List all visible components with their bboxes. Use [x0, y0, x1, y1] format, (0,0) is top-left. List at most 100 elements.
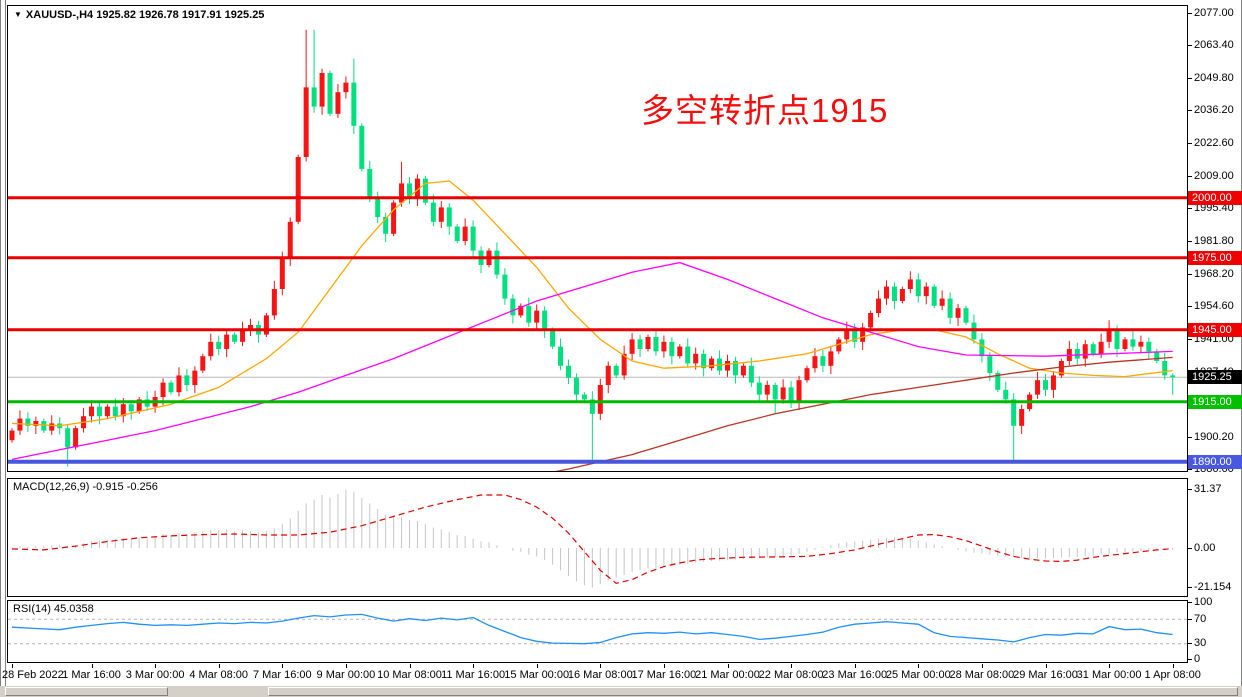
time-axis-tick: [282, 664, 284, 668]
price-level-label-1945.00[interactable]: 1945.00: [1188, 322, 1242, 337]
time-axis-tick: [791, 664, 793, 668]
time-axis-label: 16 Mar 08:00: [567, 669, 633, 681]
axis-tick: [1188, 77, 1192, 79]
time-axis-label: 23 Mar 16:00: [822, 669, 888, 681]
time-axis-label: 28 Mar 08:00: [949, 669, 1015, 681]
rsi-axis-tick-label: 100: [1194, 595, 1213, 608]
price-level-label-1975.00[interactable]: 1975.00: [1188, 250, 1242, 265]
price-level-label-2000.00[interactable]: 2000.00: [1188, 190, 1242, 205]
rsi-axis-tick-label: 0: [1194, 652, 1201, 665]
price-axis-tick-label: 1886.60: [1194, 463, 1234, 476]
axis-tick: [1188, 469, 1192, 471]
time-axis-label: 17 Mar 16:00: [631, 669, 697, 681]
time-axis-label: 1 Apr 08:00: [1144, 669, 1201, 681]
time-axis-tick: [918, 664, 920, 668]
scrollbar-segment-right[interactable]: [268, 687, 1238, 696]
time-axis-tick: [854, 664, 856, 668]
time-axis-label: 22 Mar 08:00: [758, 669, 824, 681]
price-axis-tick-label: 1900.20: [1194, 430, 1234, 443]
time-axis-label: 28 Feb 2022: [2, 669, 64, 681]
macd-indicator-panel[interactable]: MACD(12,26,9) -0.915 -0.256: [7, 478, 1188, 597]
time-axis-label: 21 Mar 00:00: [695, 669, 760, 681]
chart-title-text: XAUUSD-,H4 1925.82 1926.78 1917.91 1925.…: [25, 9, 265, 21]
time-axis-label: 11 Mar 16:00: [441, 669, 506, 681]
axis-tick: [1188, 586, 1192, 588]
price-axis-tick-label: 1913.80: [1194, 398, 1234, 411]
time-axis-tick: [473, 664, 475, 668]
axis-tick: [1188, 306, 1192, 308]
rsi-line: [11, 613, 1173, 645]
axis-tick: [1188, 371, 1192, 373]
axis-tick: [1188, 12, 1192, 14]
axis-tick: [1188, 489, 1192, 491]
price-axis-tick-label: 1927.40: [1194, 365, 1234, 378]
macd-signal-line: [11, 494, 1173, 584]
time-axis-tick: [600, 664, 602, 668]
rsi-chart[interactable]: [8, 601, 1187, 662]
time-axis-label: 3 Mar 00:00: [125, 669, 185, 681]
macd-axis-tick-label: 0.00: [1194, 541, 1216, 554]
candlestick-chart[interactable]: [8, 6, 1187, 471]
macd-label: MACD(12,26,9) -0.915 -0.256: [13, 481, 158, 493]
price-axis-tick-label: 2036.20: [1194, 104, 1234, 117]
chart-title: ▼ XAUUSD-,H4 1925.82 1926.78 1917.91 1925…: [14, 9, 264, 21]
time-axis-label: 10 Mar 08:00: [377, 669, 442, 681]
price-level-label-1915.00[interactable]: 1915.00: [1188, 394, 1242, 409]
rsi-indicator-panel[interactable]: RSI(14) 45.0358: [7, 600, 1188, 663]
time-axis-tick: [1109, 664, 1111, 668]
axis-tick: [1188, 208, 1192, 210]
time-axis-tick: [981, 664, 983, 668]
price-axis-tick-label: 2022.60: [1194, 137, 1234, 150]
time-axis-tick: [663, 664, 665, 668]
time-axis-label: 4 Mar 08:00: [189, 669, 249, 681]
time-axis-tick: [155, 664, 157, 668]
time-axis-tick: [1172, 664, 1174, 668]
price-axis-tick-label: 2009.00: [1194, 169, 1234, 182]
price-axis-tick-label: 2049.80: [1194, 71, 1234, 84]
symbol-dropdown-arrow[interactable]: ▼: [14, 10, 22, 19]
rsi-label: RSI(14) 45.0358: [13, 603, 94, 615]
price-axis-tick-label: 1968.20: [1194, 267, 1234, 280]
macd-chart[interactable]: [8, 479, 1187, 596]
axis-tick: [1188, 338, 1192, 340]
axis-tick: [1188, 643, 1192, 645]
time-axis-tick: [409, 664, 411, 668]
time-axis-tick: [727, 664, 729, 668]
ma-slow-darkred: [555, 356, 1173, 471]
time-axis-tick: [536, 664, 538, 668]
price-axis-tick-label: 1954.60: [1194, 300, 1234, 313]
macd-axis-tick-label: 31.37: [1194, 483, 1222, 496]
axis-tick: [1188, 601, 1192, 603]
price-axis-tick-label: 2077.00: [1194, 6, 1234, 19]
axis-tick: [1188, 240, 1192, 242]
rsi-axis-tick-label: 30: [1194, 637, 1207, 650]
price-level-label-1890.00[interactable]: 1890.00: [1188, 454, 1242, 469]
time-axis-tick: [218, 664, 220, 668]
axis-tick: [1188, 404, 1192, 406]
axis-tick: [1188, 618, 1192, 620]
axis-tick: [1188, 110, 1192, 112]
chart-annotation-text[interactable]: 多空转折点1915: [641, 92, 889, 129]
time-axis-tick: [1045, 664, 1047, 668]
time-axis-label: 25 Mar 00:00: [885, 669, 951, 681]
price-axis-tick-label: 1941.00: [1194, 332, 1234, 345]
time-axis-label: 15 Mar 00:00: [504, 669, 570, 681]
axis-tick: [1188, 45, 1192, 47]
time-axis-tick: [91, 664, 93, 668]
price-chart-panel[interactable]: ▼ XAUUSD-,H4 1925.82 1926.78 1917.91 1925…: [7, 5, 1188, 472]
axis-tick: [1188, 658, 1192, 660]
time-axis-label: 1 Mar 16:00: [62, 669, 121, 681]
axis-tick: [1188, 547, 1192, 549]
macd-axis-tick-label: -21.154: [1194, 580, 1232, 593]
window-left-border: [0, 0, 1, 697]
ma-fast-orange: [11, 180, 1173, 427]
current-bid-label[interactable]: 1925.25: [1188, 370, 1242, 385]
bottom-scrollbar[interactable]: [0, 686, 1242, 697]
scrollbar-segment-left[interactable]: [5, 687, 168, 696]
time-axis-label: 7 Mar 16:00: [252, 669, 312, 681]
time-axis-label: 9 Mar 00:00: [316, 669, 376, 681]
time-axis-tick: [345, 664, 347, 668]
time-axis-label: 31 Mar 00:00: [1076, 669, 1142, 681]
time-axis-label: 29 Mar 16:00: [1013, 669, 1078, 681]
